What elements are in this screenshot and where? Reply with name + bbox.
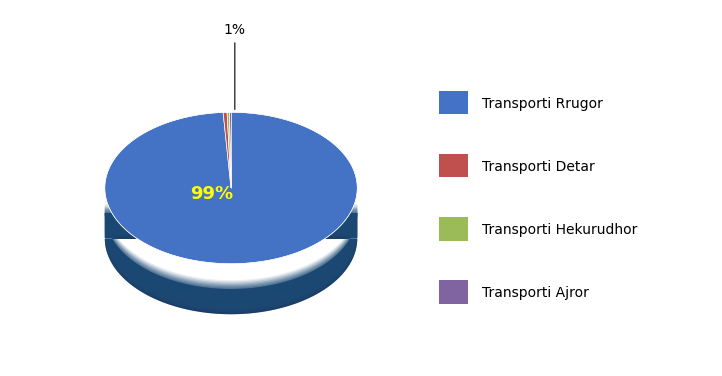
PathPatch shape <box>223 112 231 188</box>
Polygon shape <box>105 211 357 312</box>
Text: Transporti Hekurudhor: Transporti Hekurudhor <box>482 223 638 237</box>
Polygon shape <box>105 207 357 308</box>
Bar <box>439 154 468 177</box>
Polygon shape <box>105 205 357 305</box>
Polygon shape <box>105 209 357 311</box>
Text: 99%: 99% <box>191 185 234 203</box>
Polygon shape <box>105 213 357 314</box>
Text: Transporti Ajror: Transporti Ajror <box>482 286 589 300</box>
Bar <box>439 280 468 304</box>
Polygon shape <box>105 208 357 309</box>
Text: Transporti Rrugor: Transporti Rrugor <box>482 97 603 111</box>
Polygon shape <box>105 213 357 314</box>
Bar <box>439 217 468 241</box>
Polygon shape <box>105 212 357 313</box>
PathPatch shape <box>105 112 357 264</box>
Polygon shape <box>105 206 357 307</box>
Text: Transporti Detar: Transporti Detar <box>482 160 595 174</box>
PathPatch shape <box>230 112 231 188</box>
Text: 1%: 1% <box>224 23 245 109</box>
PathPatch shape <box>227 112 231 188</box>
Bar <box>439 91 468 114</box>
